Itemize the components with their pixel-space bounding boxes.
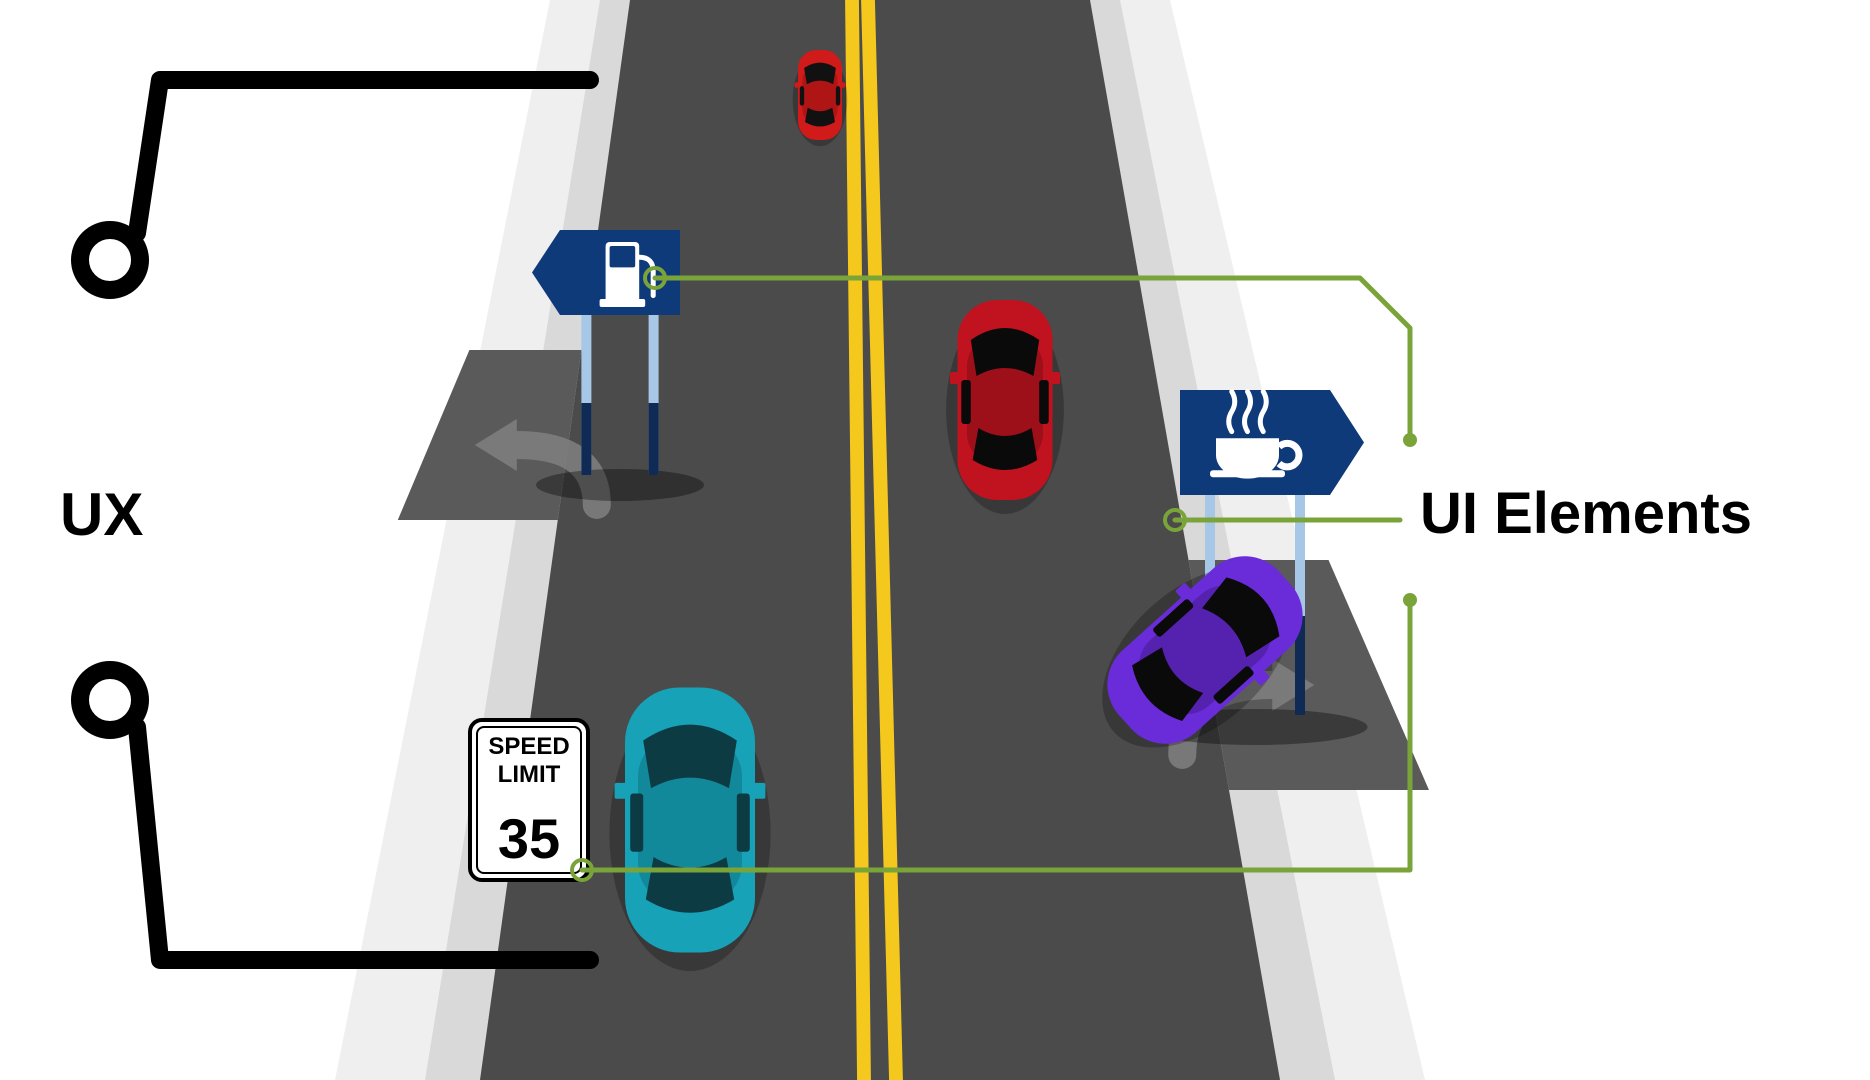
car-teal bbox=[609, 688, 770, 972]
speed-line2: LIMIT bbox=[498, 761, 561, 788]
ux-label: UX bbox=[60, 480, 143, 549]
car-red-mid bbox=[946, 300, 1064, 514]
speed-value: 35 bbox=[498, 807, 560, 870]
ui-elements-label: UI Elements bbox=[1420, 480, 1752, 547]
speed-line1: SPEED bbox=[488, 733, 569, 760]
car-red-far bbox=[793, 50, 848, 146]
speed-limit-sign: SPEEDLIMIT 35 bbox=[470, 720, 588, 880]
